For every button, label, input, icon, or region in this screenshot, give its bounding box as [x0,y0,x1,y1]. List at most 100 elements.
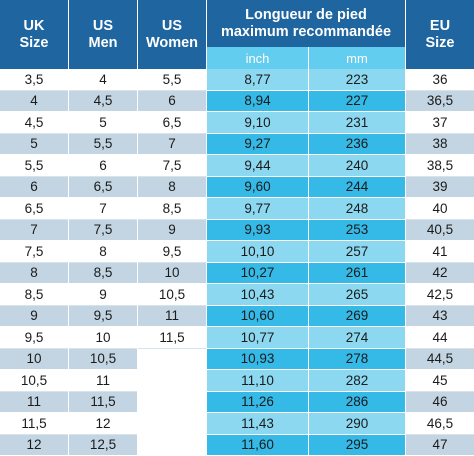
uk-size-cell: 8,5 [0,284,68,306]
uk-size-cell: 3,5 [0,69,68,91]
header-foot-length: Longueur de pied maximum recommandée [207,0,405,47]
inch-cell: 9,77 [207,198,308,220]
inch-cell: 10,27 [207,262,308,284]
eu-size-cell: 40,5 [406,219,474,241]
inch-cell: 10,93 [207,348,308,370]
header-us-men: US Men [69,0,137,69]
us-women-cell: 9,5 [138,241,206,263]
inch-cell: 9,27 [207,133,308,155]
table-row: 3,5 4 5,5 8,77 223 36 [0,69,474,91]
table-row: 4,5 5 6,5 9,10 231 37 [0,112,474,134]
table-row: 9,5 10 11,5 10,77 274 44 [0,327,474,349]
us-men-cell: 7 [69,198,137,220]
us-women-cell: 9 [138,219,206,241]
header-uk-line1: UK [23,17,45,34]
us-men-cell: 12,5 [69,434,137,456]
table-row: 10 10,5 10,93 278 44,5 [0,348,474,370]
uk-size-cell: 7,5 [0,241,68,263]
inch-cell: 9,93 [207,219,308,241]
mm-cell: 274 [309,327,405,349]
eu-size-cell: 38 [406,133,474,155]
table-row: 12 12,5 11,60 295 47 [0,434,474,456]
eu-size-cell: 42,5 [406,284,474,306]
us-women-cell: 11,5 [138,327,206,349]
inch-cell: 9,10 [207,112,308,134]
mm-cell: 282 [309,370,405,392]
us-women-cell [138,413,206,435]
us-men-cell: 6,5 [69,176,137,198]
us-men-cell: 5 [69,112,137,134]
table-row: 6 6,5 8 9,60 244 39 [0,176,474,198]
us-men-cell: 7,5 [69,219,137,241]
header-us-men-line1: US [92,17,114,34]
uk-size-cell: 10 [0,348,68,370]
table-row: 5 5,5 7 9,27 236 38 [0,133,474,155]
header-eu-line1: EU [429,17,451,34]
uk-size-cell: 11,5 [0,413,68,435]
mm-cell: 278 [309,348,405,370]
table-row: 6,5 7 8,5 9,77 248 40 [0,198,474,220]
mm-cell: 236 [309,133,405,155]
uk-size-cell: 5,5 [0,155,68,177]
us-men-cell: 10 [69,327,137,349]
subheader-mm: mm [309,47,405,69]
eu-size-cell: 37 [406,112,474,134]
uk-size-cell: 6 [0,176,68,198]
header-foot-length-line1: Longueur de pied [245,6,367,23]
us-men-cell: 8 [69,241,137,263]
us-women-cell: 10,5 [138,284,206,306]
uk-size-cell: 9,5 [0,327,68,349]
table-row: 7,5 8 9,5 10,10 257 41 [0,241,474,263]
mm-cell: 248 [309,198,405,220]
inch-cell: 10,60 [207,305,308,327]
mm-cell: 227 [309,90,405,112]
mm-cell: 231 [309,112,405,134]
header-uk-line2: Size [19,34,49,51]
mm-cell: 223 [309,69,405,91]
us-women-cell [138,434,206,456]
mm-cell: 295 [309,434,405,456]
us-women-cell: 6 [138,90,206,112]
inch-cell: 11,60 [207,434,308,456]
table-row: 8 8,5 10 10,27 261 42 [0,262,474,284]
header-us-men-line2: Men [88,34,118,51]
inch-cell: 9,60 [207,176,308,198]
subheader-inch: inch [207,47,308,69]
eu-size-cell: 36 [406,69,474,91]
us-women-cell: 6,5 [138,112,206,134]
table-row: 11,5 12 11,43 290 46,5 [0,413,474,435]
header-uk-size: UK Size [0,0,68,69]
us-women-cell: 8 [138,176,206,198]
header-us-women-line1: US [161,17,183,34]
table-row: 7 7,5 9 9,93 253 40,5 [0,219,474,241]
us-men-cell: 5,5 [69,133,137,155]
table-row: 10,5 11 11,10 282 45 [0,370,474,392]
header-us-women-line2: Women [145,34,199,51]
inch-cell: 11,43 [207,413,308,435]
table-row: 9 9,5 11 10,60 269 43 [0,305,474,327]
mm-cell: 265 [309,284,405,306]
uk-size-cell: 4 [0,90,68,112]
eu-size-cell: 39 [406,176,474,198]
us-women-cell: 7,5 [138,155,206,177]
mm-cell: 257 [309,241,405,263]
us-men-cell: 12 [69,413,137,435]
mm-cell: 261 [309,262,405,284]
mm-cell: 253 [309,219,405,241]
eu-size-cell: 41 [406,241,474,263]
us-women-cell [138,348,206,370]
eu-size-cell: 40 [406,198,474,220]
header-eu-size: EU Size [406,0,474,69]
header-eu-line2: Size [425,34,455,51]
us-women-cell: 11 [138,305,206,327]
us-men-cell: 11,5 [69,391,137,413]
us-women-cell [138,370,206,392]
table-row: 5,5 6 7,5 9,44 240 38,5 [0,155,474,177]
inch-cell: 11,10 [207,370,308,392]
uk-size-cell: 8 [0,262,68,284]
us-men-cell: 4 [69,69,137,91]
us-men-cell: 9,5 [69,305,137,327]
mm-cell: 286 [309,391,405,413]
inch-cell: 11,26 [207,391,308,413]
